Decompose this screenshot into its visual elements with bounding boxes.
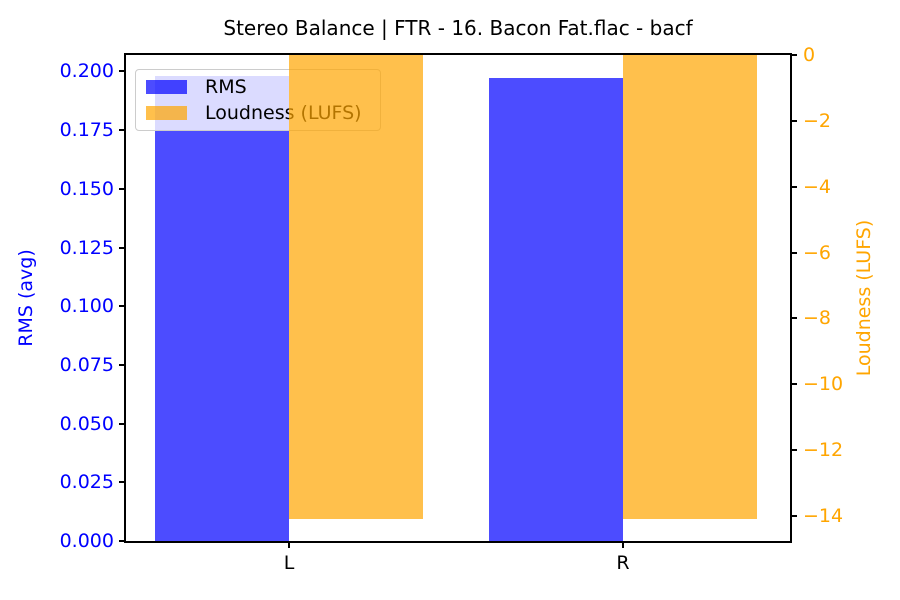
tick-mark-left	[119, 246, 126, 249]
tick-label-left: 0.025	[59, 471, 114, 494]
tick-mark-right	[790, 251, 797, 254]
tick-label-right: −10	[803, 373, 844, 396]
tick-mark-right	[790, 514, 797, 517]
tick-mark-left	[119, 70, 126, 73]
legend-entry: RMS	[146, 76, 370, 98]
chart-title: Stereo Balance | FTR - 16. Bacon Fat.fla…	[223, 16, 693, 40]
tick-label-left: 0.150	[59, 177, 114, 200]
tick-label-left: 0.050	[59, 412, 114, 435]
bar-loudness-lufs-R	[623, 55, 757, 520]
tick-mark-right	[790, 383, 797, 386]
tick-label-x: L	[283, 552, 295, 574]
tick-mark-right	[790, 54, 797, 56]
tick-mark-left	[119, 187, 126, 190]
tick-label-right: −8	[803, 307, 832, 330]
bar-loudness-lufs-L	[289, 55, 423, 520]
tick-mark-left	[119, 540, 126, 542]
tick-mark-left	[119, 422, 126, 425]
tick-label-left: 0.075	[59, 353, 114, 376]
tick-mark-right	[790, 317, 797, 320]
tick-label-right: −4	[803, 175, 832, 198]
tick-label-right: 0	[803, 44, 816, 66]
legend-swatch-icon	[146, 106, 187, 120]
tick-label-right: −12	[803, 439, 844, 462]
tick-label-x: R	[616, 552, 630, 574]
tick-mark-right	[790, 119, 797, 122]
legend-label: RMS	[205, 76, 247, 98]
tick-mark-right	[790, 185, 797, 188]
tick-label-left: 0.000	[59, 530, 114, 552]
tick-mark-left	[119, 305, 126, 308]
loudness-bars-layer	[126, 55, 790, 541]
rms-bars-layer	[126, 55, 790, 541]
tick-label-left: 0.175	[59, 119, 114, 142]
y-axis-label-right: Loudness (LUFS)	[853, 219, 875, 377]
tick-mark-right	[790, 449, 797, 452]
tick-mark-x	[288, 541, 290, 548]
tick-label-right: −6	[803, 241, 832, 264]
tick-label-right: −2	[803, 109, 832, 132]
bar-rms-R	[489, 78, 623, 541]
tick-mark-left	[119, 481, 126, 484]
legend-swatch-icon	[146, 80, 187, 94]
tick-mark-left	[119, 129, 126, 132]
tick-label-left: 0.100	[59, 295, 114, 318]
bar-rms-L	[155, 76, 289, 541]
tick-label-left: 0.200	[59, 60, 114, 83]
tick-mark-left	[119, 363, 126, 366]
tick-label-left: 0.125	[59, 236, 114, 259]
tick-label-right: −14	[803, 504, 844, 527]
tick-mark-x	[622, 541, 624, 548]
plot-area: RMS Loudness (LUFS)	[124, 53, 792, 543]
